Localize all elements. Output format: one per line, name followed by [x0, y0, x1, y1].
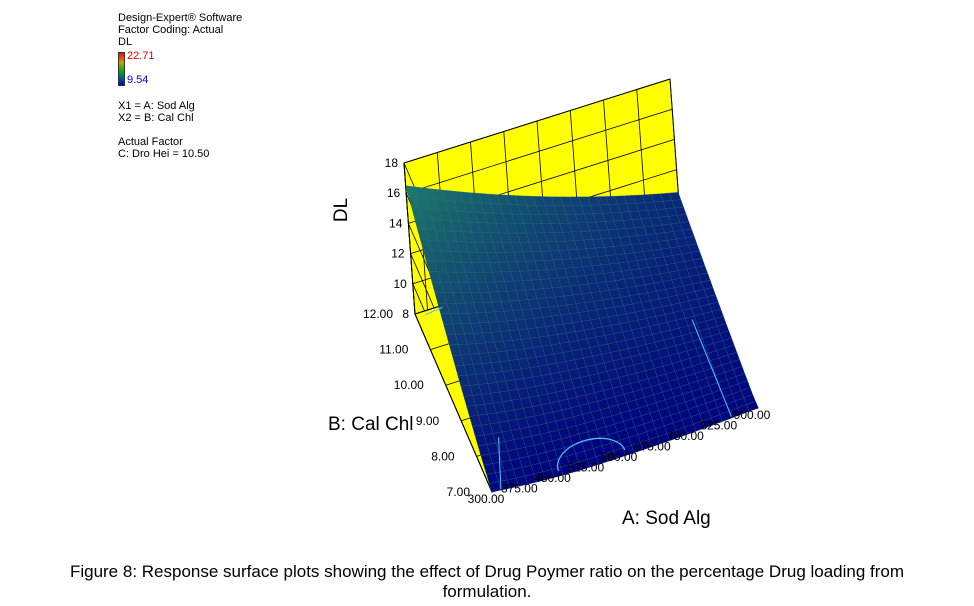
colorbar-min-label: 9.54 — [127, 74, 149, 86]
y-tick-label: 11.00 — [379, 343, 408, 357]
x-tick-label: 900.00 — [734, 408, 771, 422]
x-tick-label: 675.00 — [634, 440, 671, 454]
floor-contour-line — [425, 306, 443, 316]
colorbar — [118, 52, 125, 86]
y-tick-label: 12.00 — [363, 307, 393, 321]
back-wall-grid-line — [406, 108, 673, 194]
floor-grid-line — [414, 313, 493, 493]
x-tick-label: 375.00 — [501, 482, 538, 496]
response-surface — [405, 185, 759, 493]
colorbar-max-label: 22.71 — [127, 50, 155, 62]
response-label: DL — [118, 36, 133, 48]
axis-ticks: 300.00375.00450.00525.00600.00675.00750.… — [363, 156, 771, 506]
back-wall-grid-line — [403, 78, 671, 164]
surface-cell — [746, 401, 759, 412]
x-tick-label: 825.00 — [700, 419, 737, 433]
floor-contour-line — [691, 319, 732, 417]
z-tick-label: 12 — [391, 247, 405, 261]
floor-contour-line — [498, 437, 502, 490]
left-wall-grid-line — [403, 162, 416, 315]
x-tick-label: 525.00 — [567, 461, 604, 475]
actual-factor-value: C: Dro Hei = 10.50 — [118, 148, 210, 160]
software-label: Design-Expert® Software — [118, 12, 243, 24]
colorbar-group: 22.71 9.54 — [118, 50, 242, 86]
y-tick-label: 10.00 — [394, 378, 424, 392]
x-tick-label: 600.00 — [601, 450, 638, 464]
caption-line-2: formulation. — [442, 582, 532, 601]
x-tick-label: 300.00 — [468, 492, 505, 506]
y-tick-label: 9.00 — [416, 414, 440, 428]
z-tick-label: 10 — [393, 277, 407, 291]
actual-factor-title: Actual Factor — [118, 136, 183, 148]
z-tick-label: 8 — [402, 307, 409, 321]
z-axis-title: DL — [331, 198, 352, 222]
y-tick-label: 8.00 — [431, 449, 455, 463]
x-tick-label: 450.00 — [534, 471, 571, 485]
y-axis-title: B: Cal Chl — [328, 414, 414, 435]
factor-coding-label: Factor Coding: Actual — [118, 24, 224, 36]
figure-caption: Figure 8: Response surface plots showing… — [0, 562, 974, 602]
surface-plot: 300.00375.00450.00525.00600.00675.00750.… — [328, 78, 771, 529]
z-tick-label: 14 — [389, 216, 403, 230]
x1-definition: X1 = A: Sod Alg — [118, 100, 195, 112]
legend: Design-Expert® Software Factor Coding: A… — [118, 12, 242, 160]
x-tick-label: 750.00 — [667, 429, 704, 443]
z-tick-label: 16 — [387, 186, 401, 200]
caption-line-1: Figure 8: Response surface plots showing… — [69, 562, 905, 581]
x-axis-title: A: Sod Alg — [622, 508, 711, 529]
x2-definition: X2 = B: Cal Chl — [118, 112, 194, 124]
floor-contour-line — [556, 437, 626, 472]
z-tick-label: 18 — [385, 156, 399, 170]
y-tick-label: 7.00 — [447, 485, 471, 499]
contour-lines — [425, 306, 732, 490]
